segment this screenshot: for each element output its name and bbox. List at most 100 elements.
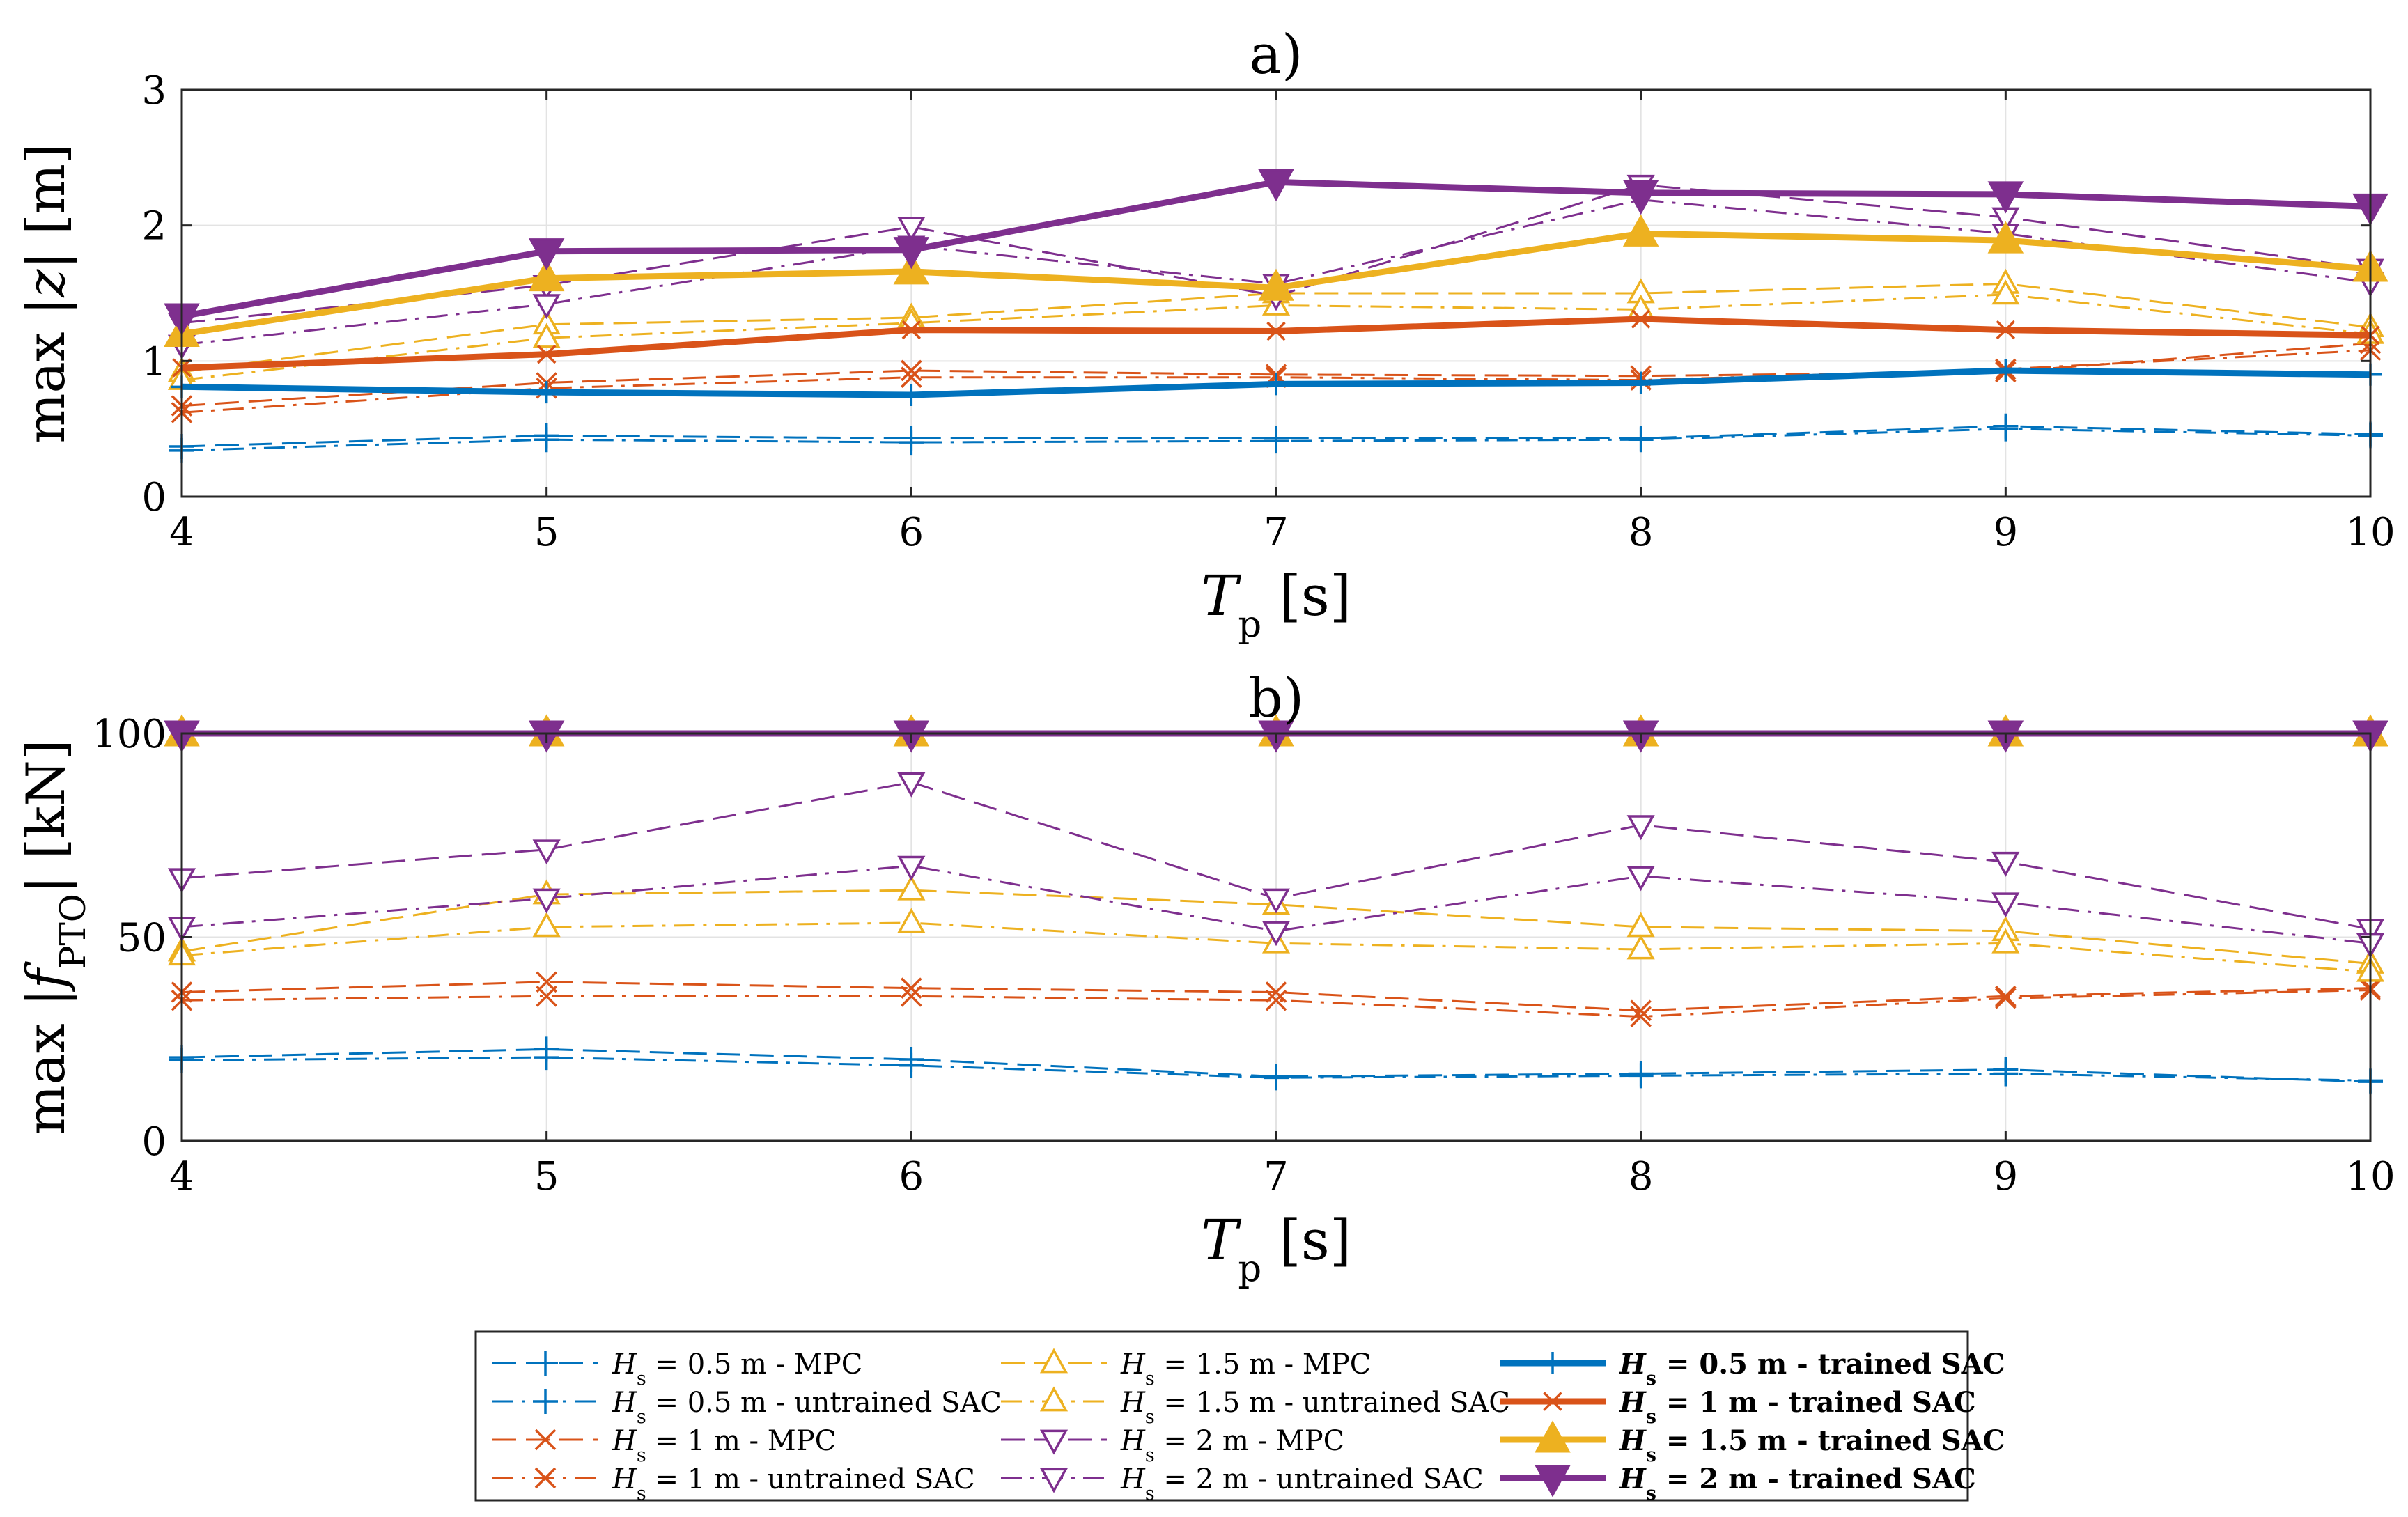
series-b-6 <box>167 772 2385 944</box>
y-tick-label: 50 <box>117 916 166 961</box>
legend-swatch-marker <box>533 1389 558 1414</box>
data-point <box>532 888 561 914</box>
data-point <box>1629 371 1652 394</box>
data-point <box>532 839 561 865</box>
y-tick-label: 3 <box>141 68 166 114</box>
x-axis-label-a: Tp [s] <box>1201 563 1351 646</box>
legend-swatch-marker <box>1039 1386 1069 1412</box>
data-point <box>536 986 557 1007</box>
data-point <box>897 855 926 881</box>
data-point <box>535 381 558 404</box>
x-tick-label: 7 <box>1264 510 1289 555</box>
data-point <box>1995 986 2017 1007</box>
data-point <box>1630 1006 1652 1027</box>
series-a <box>164 169 2388 463</box>
data-point <box>900 384 923 406</box>
data-point <box>899 1052 924 1078</box>
legend-label: Hs = 1 m - trained SAC <box>1619 1386 1976 1428</box>
series-a-11 <box>164 169 2388 336</box>
legend-entry: Hs = 2 m - MPC <box>1001 1425 1344 1466</box>
data-point <box>901 359 922 382</box>
data-point <box>1991 279 2020 305</box>
data-point <box>528 238 565 271</box>
x-tick-label: 4 <box>169 1154 194 1199</box>
y-tick-label: 0 <box>141 1119 166 1165</box>
data-point <box>897 875 926 901</box>
data-point <box>1631 309 1651 329</box>
data-point <box>1628 1063 1654 1089</box>
legend-entry: Hs = 0.5 m - trained SAC <box>1500 1348 2005 1390</box>
y-tick-label: 1 <box>141 339 166 384</box>
legend-entry: Hs = 1.5 m - untrained SAC <box>1001 1386 1510 1428</box>
x-tick-label: 7 <box>1264 1154 1289 1199</box>
legend-swatch-marker <box>1039 1429 1069 1455</box>
legend-entry: Hs = 1 m - MPC <box>492 1425 836 1466</box>
data-point <box>897 908 926 933</box>
data-point <box>1626 815 1655 841</box>
legend-entry: Hs = 1 m - trained SAC <box>1500 1386 1976 1428</box>
y-tick-label: 2 <box>141 204 166 249</box>
legend-swatch-marker <box>1535 1465 1571 1497</box>
x-tick-label: 8 <box>1629 510 1654 555</box>
legend-label: Hs = 0.5 m - MPC <box>612 1348 862 1390</box>
legend-entry: Hs = 2 m - trained SAC <box>1500 1463 1976 1504</box>
data-point <box>897 772 926 798</box>
data-point <box>1626 866 1655 892</box>
legend-label: Hs = 0.5 m - trained SAC <box>1619 1348 2005 1390</box>
x-tick-label: 6 <box>899 1154 924 1199</box>
x-tick-label: 8 <box>1629 1154 1654 1199</box>
data-point <box>1993 1061 2019 1087</box>
legend-swatch-marker <box>1541 1352 1564 1374</box>
data-point <box>532 322 561 348</box>
data-point <box>534 1045 559 1071</box>
legend-entry: Hs = 0.5 m - MPC <box>492 1348 862 1390</box>
tick-labels-a: 4 5 6 7 8 9 10 0 1 2 3 <box>141 68 2395 555</box>
data-point <box>1264 428 1289 454</box>
data-point <box>1258 268 1294 301</box>
legend-label: Hs = 2 m - untrained SAC <box>1120 1463 1484 1504</box>
data-point <box>1261 888 1291 914</box>
data-point <box>1258 169 1294 201</box>
x-tick-label: 10 <box>2345 510 2395 555</box>
legend-entry: Hs = 0.5 m - untrained SAC <box>492 1387 1002 1428</box>
data-point <box>1991 851 2020 877</box>
data-point <box>1261 921 1291 947</box>
data-point <box>1995 987 2017 1009</box>
data-point <box>534 427 559 453</box>
y-tick-label: 100 <box>92 712 166 757</box>
data-point <box>1987 181 2024 214</box>
y-axis-label-b: max |fPTO| [kN] <box>15 739 93 1135</box>
data-point <box>901 366 922 388</box>
legend-label: Hs = 1.5 m - untrained SAC <box>1120 1387 1510 1428</box>
y-tick-label: 0 <box>141 475 166 520</box>
data-point <box>1987 221 2024 254</box>
data-point <box>893 237 930 270</box>
data-point <box>1996 320 2016 340</box>
data-point <box>897 217 926 242</box>
data-point <box>1993 416 2019 442</box>
data-point <box>1265 373 1287 396</box>
data-point <box>1265 989 1287 1011</box>
data-point <box>901 977 922 999</box>
data-point <box>1622 180 1659 212</box>
data-point <box>1628 427 1654 453</box>
data-point <box>1265 981 1287 1003</box>
legend-box <box>474 1330 1969 1502</box>
data-point <box>1626 934 1655 960</box>
data-point <box>1622 214 1659 247</box>
legend-swatch-marker <box>534 1429 557 1451</box>
data-point <box>901 986 922 1007</box>
x-tick-label: 6 <box>899 510 924 555</box>
legend-label: Hs = 2 m - MPC <box>1120 1425 1344 1466</box>
legend-label: Hs = 1 m - MPC <box>612 1425 836 1466</box>
legend-swatch-marker <box>1039 1348 1069 1374</box>
x-tick-label: 5 <box>534 1154 559 1199</box>
legend-swatch-marker <box>1535 1420 1571 1453</box>
data-point <box>1991 892 2020 918</box>
legend-swatch-marker <box>533 1351 558 1376</box>
legend-label: Hs = 1.5 m - trained SAC <box>1619 1424 2005 1466</box>
